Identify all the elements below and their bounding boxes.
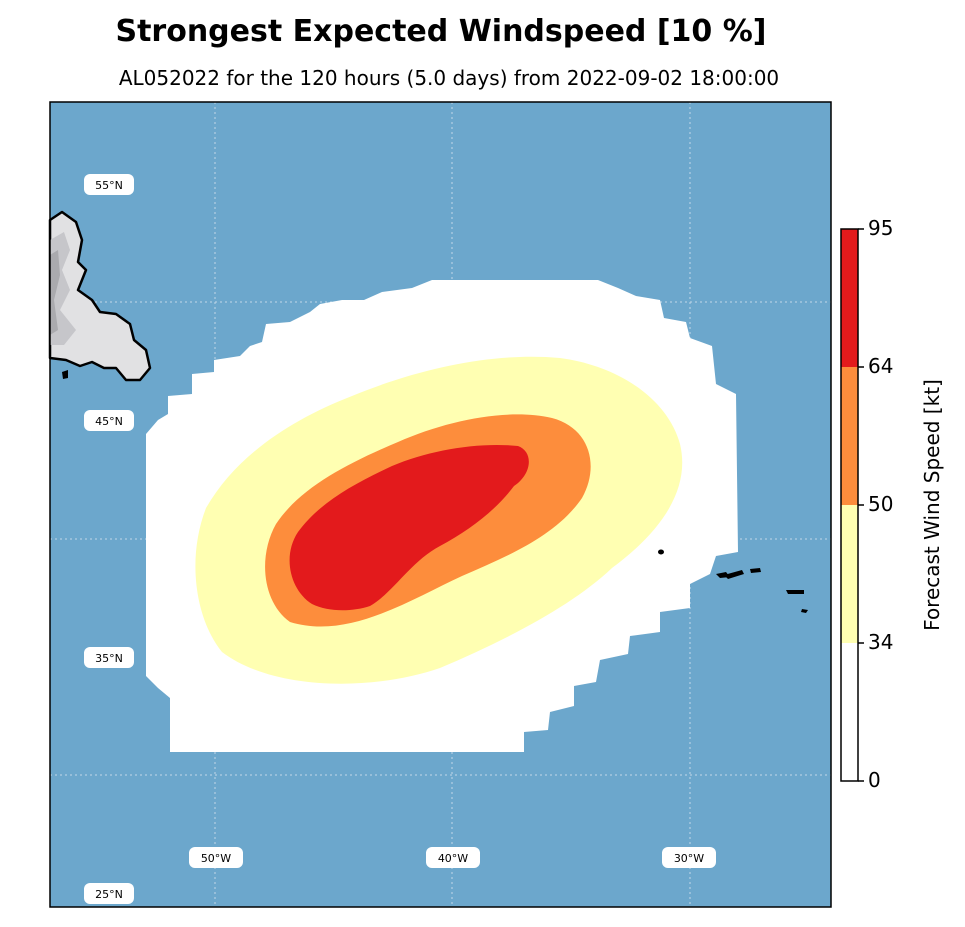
colorbar bbox=[840, 228, 864, 782]
colorbar-segment-50-64 bbox=[841, 367, 858, 505]
colorbar-label: Forecast Wind Speed [kt] bbox=[920, 379, 944, 631]
lat-label-box-35n bbox=[84, 647, 134, 668]
region-64-95kt bbox=[289, 444, 529, 611]
lat-label-box-25n bbox=[84, 883, 134, 904]
lat-label-25n: 25°N bbox=[95, 888, 123, 901]
lon-label-box-50w bbox=[189, 847, 243, 868]
lat-label-55n: 55°N bbox=[95, 179, 123, 192]
lat-labels: 55°N 45°N 35°N 25°N bbox=[84, 174, 134, 904]
lon-labels: 50°W 40°W 30°W bbox=[189, 847, 716, 868]
colorbar-tick-label-64: 64 bbox=[868, 354, 894, 378]
land-azores bbox=[658, 549, 808, 613]
colorbar-segment-34-50 bbox=[841, 505, 858, 643]
lat-label-35n: 35°N bbox=[95, 652, 123, 665]
land-newfoundland bbox=[48, 210, 152, 382]
colorbar-tick-label-50: 50 bbox=[868, 492, 894, 516]
lon-label-30w: 30°W bbox=[674, 852, 704, 865]
lat-label-45n: 45°N bbox=[95, 415, 123, 428]
colorbar-tick-label-0: 0 bbox=[868, 768, 881, 792]
lon-label-box-40w bbox=[426, 847, 480, 868]
lon-label-40w: 40°W bbox=[438, 852, 468, 865]
colorbar-segment-64-95 bbox=[841, 229, 858, 367]
lon-label-box-30w bbox=[662, 847, 716, 868]
lat-label-box-45n bbox=[84, 410, 134, 431]
chart-title: Strongest Expected Windspeed [10 %] bbox=[115, 14, 767, 49]
lon-label-50w: 50°W bbox=[201, 852, 231, 865]
map-frame bbox=[49, 101, 832, 908]
lat-label-box-55n bbox=[84, 174, 134, 195]
colorbar-tick-label-34: 34 bbox=[868, 630, 894, 654]
chart-subtitle: AL052022 for the 120 hours (5.0 days) fr… bbox=[118, 66, 780, 90]
colorbar-segment-0-34 bbox=[841, 643, 858, 781]
colorbar-tick-label-95: 95 bbox=[868, 216, 894, 240]
